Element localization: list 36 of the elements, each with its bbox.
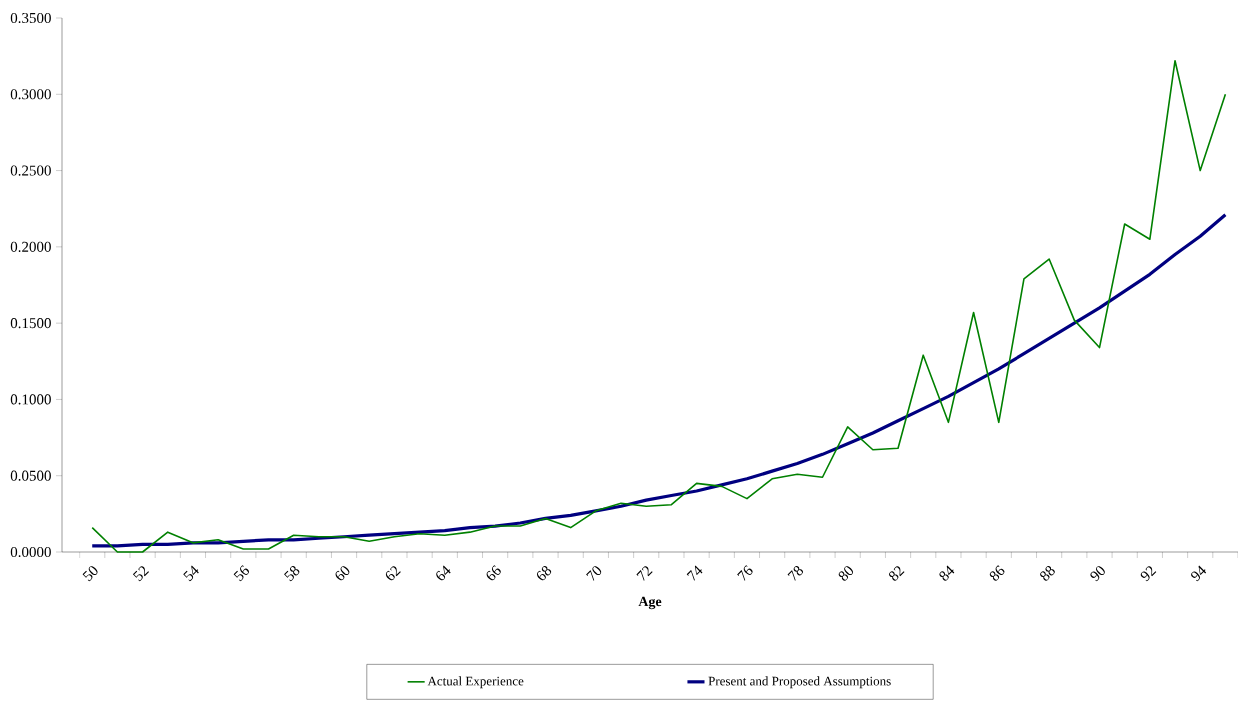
x-tick-label: 88 <box>1040 566 1055 581</box>
x-tick-label: 66 <box>486 565 501 581</box>
x-tick-label: 62 <box>385 566 401 581</box>
line-series <box>90 213 1227 548</box>
y-tick-label: 0.0500 <box>10 470 51 481</box>
x-tick-label: 80 <box>838 566 854 581</box>
x-tick-label: 56 <box>233 565 249 582</box>
legend-label: Actual Experience <box>427 676 524 689</box>
x-tick-label: 54 <box>183 565 199 582</box>
x-tick-label: 50 <box>82 566 98 582</box>
legend-label: Present and Proposed Assumptions <box>708 676 891 689</box>
x-axis-title: Age <box>638 596 662 610</box>
x-tick-label: 72 <box>636 566 653 581</box>
y-tick-label: 0.2000 <box>10 241 51 252</box>
y-tick-label: 0.1500 <box>10 318 51 329</box>
x-tick-label: 64 <box>436 565 451 581</box>
x-tick-label: 78 <box>787 566 804 581</box>
y-tick-label: 0.3000 <box>10 89 51 100</box>
x-tick-label: 74 <box>686 565 703 581</box>
y-tick-label: 0.3500 <box>10 12 51 24</box>
x-tick-label: 94 <box>1191 565 1207 582</box>
x-tick-label: 70 <box>586 566 602 581</box>
x-tick-label: 92 <box>1140 566 1157 582</box>
y-tick-label: 0.0000 <box>10 546 51 558</box>
x-tick-label: 86 <box>989 565 1005 581</box>
x-tick-label: 60 <box>335 566 350 581</box>
y-tick-label: 0.1000 <box>10 394 51 405</box>
x-tick-label: 52 <box>132 566 150 582</box>
x-tick-label: 76 <box>737 565 753 581</box>
y-tick-label: 0.2500 <box>10 165 51 176</box>
x-tick-label: 90 <box>1090 566 1105 582</box>
x-tick-label: 82 <box>889 566 905 581</box>
line-series <box>91 59 1227 553</box>
x-tick-label: 84 <box>939 565 955 581</box>
x-tick-label: 68 <box>537 566 552 581</box>
x-tick-label: 58 <box>284 566 300 582</box>
